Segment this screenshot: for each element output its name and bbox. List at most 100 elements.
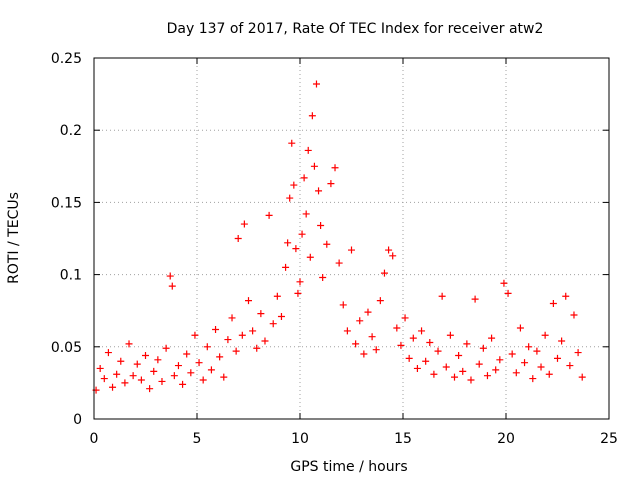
data-point xyxy=(434,347,442,355)
data-point xyxy=(100,375,108,383)
data-point xyxy=(282,263,290,271)
data-point xyxy=(154,356,162,364)
data-point xyxy=(533,347,541,355)
data-point xyxy=(109,383,117,391)
data-point xyxy=(430,370,438,378)
data-point xyxy=(150,367,158,375)
data-point xyxy=(516,324,524,332)
data-point xyxy=(492,366,500,374)
data-point xyxy=(310,162,318,170)
data-point xyxy=(405,354,413,362)
data-point xyxy=(296,278,304,286)
data-point xyxy=(364,308,372,316)
data-point xyxy=(224,336,232,344)
x-axis-label: GPS time / hours xyxy=(290,459,407,475)
data-point xyxy=(455,351,463,359)
data-point xyxy=(545,370,553,378)
chart-title: Day 137 of 2017, Rate Of TEC Index for r… xyxy=(167,21,544,37)
data-point xyxy=(566,362,574,370)
data-point xyxy=(512,369,520,377)
data-point xyxy=(253,344,261,352)
data-points xyxy=(92,80,586,394)
data-point xyxy=(212,325,220,333)
data-point xyxy=(240,220,248,228)
y-tick-label: 0 xyxy=(73,412,82,428)
y-tick-label: 0.2 xyxy=(60,123,82,139)
data-point xyxy=(323,240,331,248)
data-point xyxy=(331,164,339,172)
data-point xyxy=(265,211,273,219)
data-point xyxy=(302,210,310,218)
data-point xyxy=(294,289,302,297)
data-point xyxy=(360,350,368,358)
data-point xyxy=(475,360,483,368)
data-point xyxy=(315,187,323,195)
data-point xyxy=(356,317,364,325)
data-point xyxy=(292,245,300,253)
data-point xyxy=(438,292,446,300)
data-point xyxy=(529,375,537,383)
data-point xyxy=(290,181,298,189)
data-point xyxy=(146,385,154,393)
data-point xyxy=(319,273,327,281)
data-point xyxy=(203,343,211,351)
data-point xyxy=(570,311,578,319)
y-tick-label: 0.15 xyxy=(51,195,82,211)
data-point xyxy=(549,299,557,307)
data-point xyxy=(257,310,265,318)
data-point xyxy=(541,331,549,339)
data-point xyxy=(183,350,191,358)
data-point xyxy=(174,362,182,370)
x-tick-label: 10 xyxy=(291,431,309,447)
data-point xyxy=(327,180,335,188)
x-tick-label: 5 xyxy=(193,431,202,447)
x-tick-label: 20 xyxy=(497,431,515,447)
data-point xyxy=(113,370,121,378)
data-point xyxy=(261,337,269,345)
data-point xyxy=(372,346,380,354)
grid-lines xyxy=(94,58,609,419)
data-point xyxy=(574,349,582,357)
data-point xyxy=(121,379,129,387)
data-point xyxy=(306,253,314,261)
data-point xyxy=(451,373,458,381)
data-point xyxy=(238,331,246,339)
data-point xyxy=(426,338,434,346)
data-point xyxy=(137,376,145,384)
x-tick-label: 15 xyxy=(394,431,412,447)
plot-frame xyxy=(93,57,610,420)
data-point xyxy=(179,380,187,388)
data-point xyxy=(104,349,112,357)
data-point xyxy=(504,289,512,297)
x-tick-label: 0 xyxy=(90,431,99,447)
data-point xyxy=(471,295,479,303)
data-point xyxy=(459,367,467,375)
data-point xyxy=(129,372,137,380)
data-point xyxy=(488,334,496,342)
data-point xyxy=(442,363,450,371)
data-point xyxy=(195,359,203,367)
data-point xyxy=(300,174,308,182)
data-point xyxy=(397,341,405,349)
data-point xyxy=(234,235,242,242)
data-point xyxy=(288,139,296,147)
data-point xyxy=(117,357,125,365)
data-point xyxy=(228,314,236,322)
data-point xyxy=(168,282,176,290)
data-point xyxy=(467,376,475,384)
data-point xyxy=(125,340,133,348)
data-point xyxy=(393,324,401,332)
data-point xyxy=(401,314,409,322)
data-point xyxy=(133,360,141,368)
data-point xyxy=(380,269,388,277)
data-point xyxy=(389,252,397,260)
data-point xyxy=(220,373,228,381)
data-point xyxy=(166,272,174,280)
data-point xyxy=(343,327,351,335)
data-point xyxy=(418,327,426,335)
data-point xyxy=(273,292,281,300)
data-point xyxy=(187,369,195,377)
y-tick-label: 0.05 xyxy=(51,340,82,356)
data-point xyxy=(413,364,421,372)
